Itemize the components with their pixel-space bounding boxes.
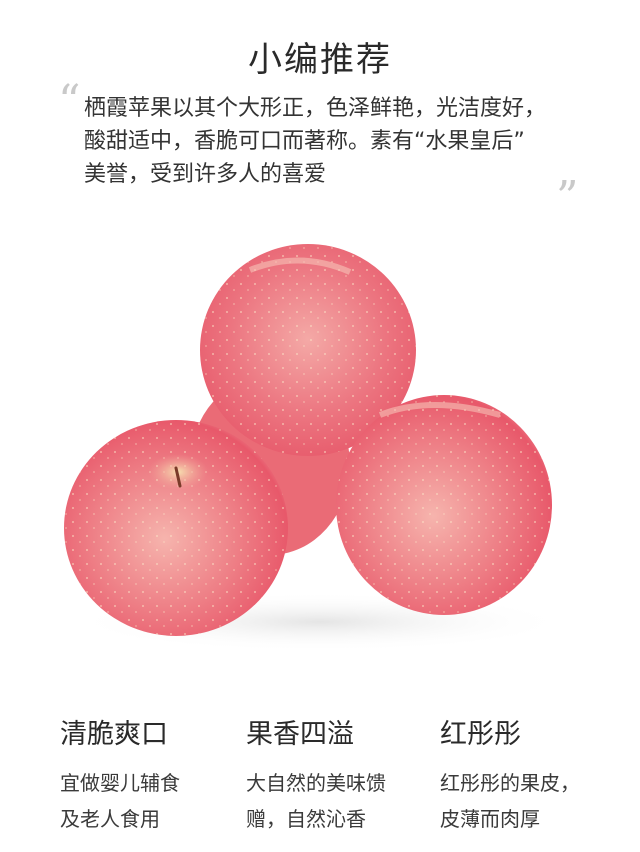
apple-photo [64, 244, 570, 652]
feature-desc: 红彤彤的果皮， [440, 771, 580, 795]
intro-line: 栖霞苹果以其个大形正，色泽鲜艳，光洁度好， [84, 96, 547, 121]
intro-line: 酸甜适中，香脆可口而著称。素有“水果皇后” [84, 129, 525, 154]
feature-title: 果香四溢 [246, 719, 354, 750]
feature-desc: 赠，自然沁香 [246, 807, 366, 831]
intro-text: 栖霞苹果以其个大形正，色泽鲜艳，光洁度好， 酸甜适中，香脆可口而著称。素有“水果… [84, 92, 564, 191]
quote-close-icon: ” [556, 172, 579, 223]
feature-desc: 大自然的美味馈 [246, 771, 386, 795]
feature-list: 清脆爽口 宜做婴儿辅食 及老人食用 果香四溢 大自然的美味馈 赠，自然沁香 红彤… [0, 712, 640, 842]
feature-item: 清脆爽口 宜做婴儿辅食 及老人食用 [60, 712, 180, 837]
feature-item: 果香四溢 大自然的美味馈 赠，自然沁香 [246, 712, 386, 837]
feature-title: 清脆爽口 [60, 719, 168, 750]
feature-desc: 及老人食用 [60, 807, 160, 831]
intro-line: 美誉，受到许多人的喜爱 [84, 162, 327, 187]
feature-item: 红彤彤 红彤彤的果皮， 皮薄而肉厚 [440, 712, 580, 837]
feature-desc: 宜做婴儿辅食 [60, 771, 180, 795]
feature-title: 红彤彤 [440, 719, 521, 750]
quote-open-icon: “ [58, 76, 81, 127]
page-title: 小编推荐 [248, 40, 392, 80]
feature-desc: 皮薄而肉厚 [440, 807, 540, 831]
